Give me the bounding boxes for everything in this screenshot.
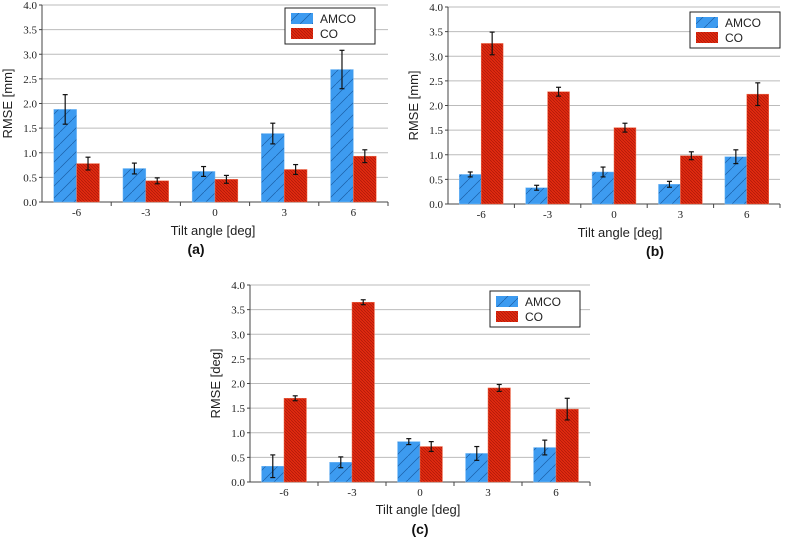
x-axis-label: Tilt angle [deg] [376, 502, 461, 517]
panel-label: (c) [411, 521, 428, 537]
y-tick-label: 0.0 [231, 477, 245, 489]
y-tick-label: 2.5 [23, 74, 37, 86]
x-tick-label: -6 [477, 209, 487, 221]
legend-swatch-co [696, 32, 718, 43]
y-tick-label: 4.0 [231, 280, 245, 292]
chart-b: 0.0 0.5 1.0 1.5 2.0 2.5 3.0 3.5 4.0 -6 -3 0 3 6 AMCOCO… [406, 2, 781, 259]
x-tick-label: 0 [611, 209, 617, 221]
y-tick-label: 1.5 [23, 123, 37, 135]
x-tick-label: -3 [347, 487, 357, 499]
y-tick-label: 3.5 [429, 27, 443, 39]
y-tick-label: 2.5 [429, 76, 443, 88]
x-tick-label: 0 [417, 487, 423, 499]
y-tick-label: 2.5 [231, 354, 245, 366]
x-tick-label: 3 [281, 207, 287, 219]
y-tick-label: 0.5 [231, 452, 245, 464]
legend-swatch-amco [291, 13, 313, 24]
x-tick-label: 6 [351, 207, 357, 219]
legend-label-co: CO [525, 310, 543, 324]
y-tick-label: 1.0 [23, 148, 37, 160]
bar-co-6 [746, 93, 769, 205]
chart-c: 0.0 0.5 1.0 1.5 2.0 2.5 3.0 3.5 4.0 -6 -3 0 3 6 AMCOCO… [208, 280, 591, 537]
y-tick-label: 0.0 [23, 197, 37, 209]
panel-label: (b) [646, 243, 664, 259]
y-tick-label: 3.5 [23, 25, 37, 37]
bar-co--6 [480, 43, 504, 205]
y-tick-label: 0.5 [429, 174, 443, 186]
y-axis-label: RMSE [mm] [406, 70, 421, 140]
panel-label: (a) [187, 241, 204, 257]
x-axis-label: Tilt angle [deg] [578, 225, 663, 240]
bar-co--6 [283, 398, 307, 483]
x-tick-label: 3 [485, 487, 491, 499]
bar-co-3 [487, 387, 511, 483]
y-tick-label: 0.5 [23, 172, 37, 184]
y-axis-label: RMSE [deg] [208, 348, 223, 418]
y-tick-label: 4.0 [429, 2, 443, 14]
chart-a: 0.0 0.5 1.0 1.5 2.0 2.5 3.0 3.5 4.0 -6 -3 0 3 6 AMCOCO… [0, 0, 389, 257]
legend-swatch-amco [696, 17, 718, 28]
x-tick-label: 6 [553, 487, 559, 499]
x-tick-label: -3 [141, 207, 151, 219]
legend-swatch-co [496, 311, 518, 322]
y-axis-label: RMSE [mm] [0, 68, 15, 138]
y-tick-label: 2.0 [231, 379, 245, 391]
x-tick-label: 6 [744, 209, 750, 221]
y-tick-label: 0.0 [429, 199, 443, 211]
y-tick-label: 3.0 [429, 51, 443, 63]
x-tick-label: -6 [72, 207, 82, 219]
y-tick-label: 3.0 [23, 49, 37, 61]
bar-amco-6 [330, 69, 354, 203]
x-tick-label: 3 [678, 209, 684, 221]
x-tick-label: 0 [212, 207, 218, 219]
bar-amco-0 [397, 441, 421, 483]
bar-co-0 [613, 127, 637, 205]
x-axis-label: Tilt angle [deg] [171, 223, 256, 238]
legend-label-co: CO [725, 31, 743, 45]
bar-co--3 [351, 301, 375, 483]
x-tick-label: -3 [543, 209, 553, 221]
y-tick-label: 3.0 [231, 329, 245, 341]
y-tick-label: 1.0 [231, 428, 245, 440]
bar-amco--6 [459, 174, 482, 205]
legend-label-co: CO [320, 27, 338, 41]
legend-label-amco: AMCO [525, 295, 561, 309]
y-tick-label: 3.5 [231, 305, 245, 317]
y-tick-label: 4.0 [23, 0, 37, 12]
x-tick-label: -6 [279, 487, 289, 499]
y-tick-label: 1.5 [231, 403, 245, 415]
y-tick-label: 1.5 [429, 125, 443, 137]
legend-swatch-amco [496, 296, 518, 307]
legend-label-amco: AMCO [320, 12, 356, 26]
bar-co--3 [547, 91, 570, 205]
legend-label-amco: AMCO [725, 16, 761, 30]
legend-swatch-co [291, 28, 313, 39]
y-tick-label: 2.0 [429, 101, 443, 113]
bar-co-3 [680, 155, 703, 205]
y-tick-label: 2.0 [23, 99, 37, 111]
y-tick-label: 1.0 [429, 150, 443, 162]
